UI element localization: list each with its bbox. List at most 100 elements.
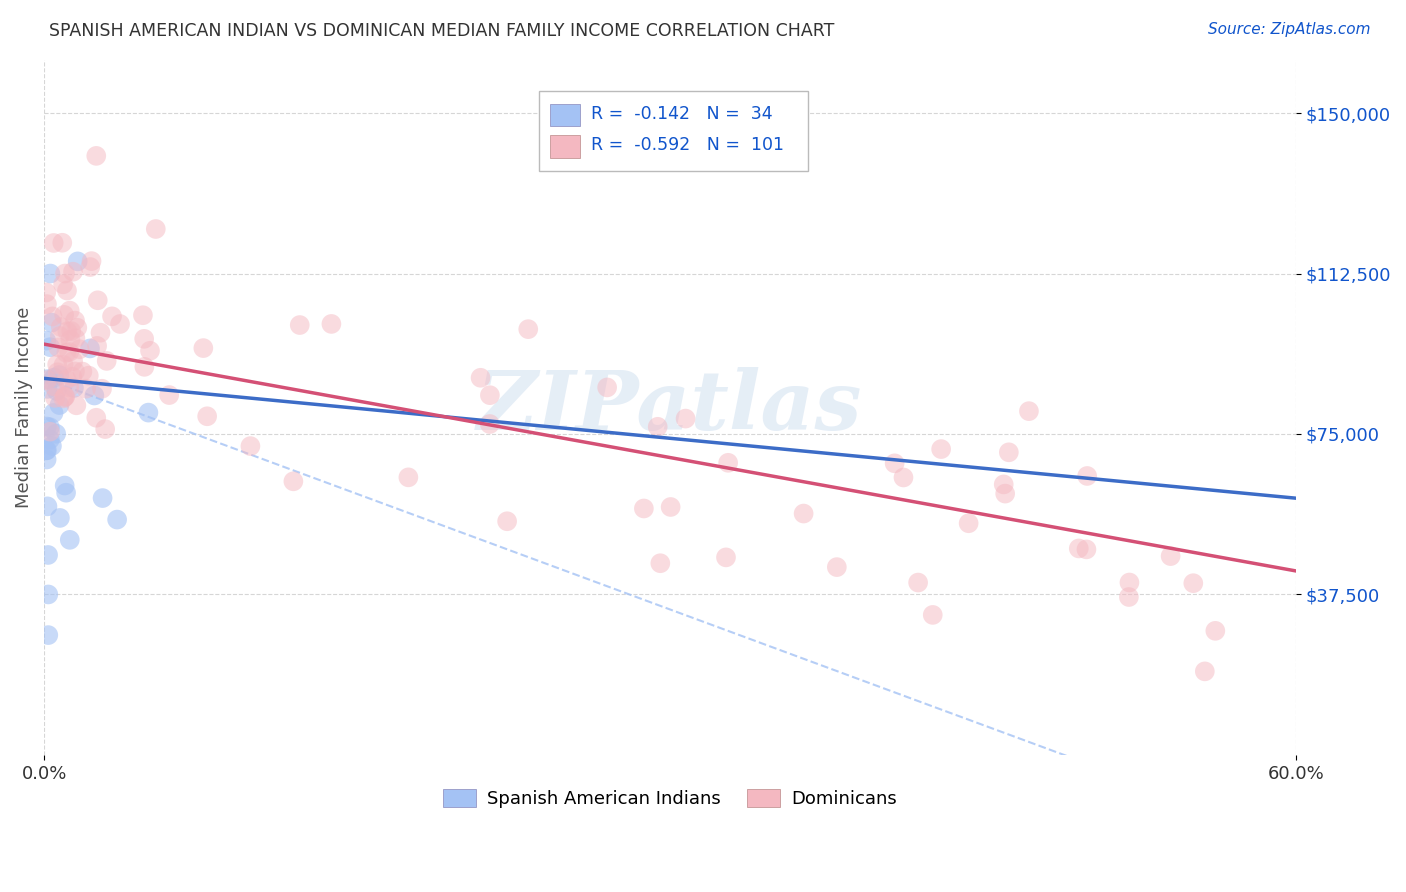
Point <box>994 486 1017 500</box>
Point <box>134 359 156 374</box>
Point <box>37 382 59 396</box>
Point <box>157 388 180 402</box>
Legend: Spanish American Indians, Dominicans: Spanish American Indians, Dominicans <box>436 782 904 815</box>
Text: R =  -0.142   N =  34: R = -0.142 N = 34 <box>591 105 773 123</box>
Point <box>145 222 167 236</box>
Point <box>65 331 87 345</box>
Point <box>39 425 62 439</box>
FancyBboxPatch shape <box>538 91 807 171</box>
Point <box>35 285 58 300</box>
Point <box>65 398 87 412</box>
Point <box>35 334 58 348</box>
Y-axis label: Median Family Income: Median Family Income <box>15 307 32 508</box>
Point <box>650 556 672 570</box>
Point <box>60 324 83 338</box>
Point <box>59 333 82 347</box>
Text: ZIPatlas: ZIPatlas <box>477 368 863 447</box>
Point <box>94 422 117 436</box>
Point <box>717 456 740 470</box>
Point <box>633 501 655 516</box>
Point <box>58 380 80 394</box>
Point <box>53 390 76 404</box>
Point <box>1076 469 1098 483</box>
Point <box>63 364 86 378</box>
Point <box>793 507 815 521</box>
Point <box>883 456 905 470</box>
Point <box>55 372 77 386</box>
Point <box>138 406 160 420</box>
Point <box>41 439 63 453</box>
Point <box>239 439 262 453</box>
Point <box>35 419 58 434</box>
Point <box>675 411 697 425</box>
Point <box>66 320 89 334</box>
Point <box>58 345 80 359</box>
Point <box>59 303 82 318</box>
Point <box>46 341 69 355</box>
Point <box>921 607 943 622</box>
Point <box>79 260 101 274</box>
Point <box>52 277 75 292</box>
Point <box>993 477 1015 491</box>
Point <box>60 369 83 384</box>
Point <box>52 358 75 372</box>
Point <box>825 560 848 574</box>
Point <box>37 500 59 514</box>
Point <box>53 390 76 404</box>
Point <box>55 345 77 359</box>
Point <box>44 391 66 405</box>
Point <box>283 475 305 489</box>
Point <box>998 445 1021 459</box>
Point <box>108 317 131 331</box>
Point <box>1118 590 1140 604</box>
Point <box>39 267 62 281</box>
Point <box>79 342 101 356</box>
FancyBboxPatch shape <box>550 136 579 158</box>
Point <box>193 341 215 355</box>
Point <box>1076 542 1098 557</box>
Point <box>49 511 72 525</box>
Point <box>96 354 118 368</box>
Point <box>86 339 108 353</box>
Text: SPANISH AMERICAN INDIAN VS DOMINICAN MEDIAN FAMILY INCOME CORRELATION CHART: SPANISH AMERICAN INDIAN VS DOMINICAN MED… <box>49 22 835 40</box>
Point <box>38 433 60 447</box>
Point <box>929 442 952 456</box>
Point <box>1204 624 1226 638</box>
Point <box>42 235 65 250</box>
Point <box>84 410 107 425</box>
Point <box>288 318 311 332</box>
Text: R =  -0.592   N =  101: R = -0.592 N = 101 <box>591 136 785 154</box>
Point <box>35 443 58 458</box>
Point <box>49 320 72 334</box>
Point <box>53 308 76 322</box>
Point <box>659 500 682 514</box>
Point <box>907 575 929 590</box>
Text: Source: ZipAtlas.com: Source: ZipAtlas.com <box>1208 22 1371 37</box>
Point <box>41 316 63 330</box>
Point <box>101 310 124 324</box>
Point <box>83 388 105 402</box>
Point <box>49 329 72 343</box>
Point <box>1018 404 1040 418</box>
Point <box>44 370 66 384</box>
Point <box>37 372 59 386</box>
Point <box>55 485 77 500</box>
Point <box>1067 541 1090 556</box>
FancyBboxPatch shape <box>550 104 579 127</box>
Point <box>77 368 100 383</box>
Point <box>62 354 84 368</box>
Point <box>957 516 980 531</box>
Point <box>195 409 218 424</box>
Point <box>80 254 103 268</box>
Point <box>53 267 76 281</box>
Point <box>37 548 59 562</box>
Point <box>91 491 114 505</box>
Point <box>35 297 58 311</box>
Point <box>63 381 86 395</box>
Point <box>478 388 501 402</box>
Point <box>48 398 70 412</box>
Point <box>46 358 69 372</box>
Point <box>46 365 69 379</box>
Point <box>517 322 540 336</box>
Point <box>35 452 58 467</box>
